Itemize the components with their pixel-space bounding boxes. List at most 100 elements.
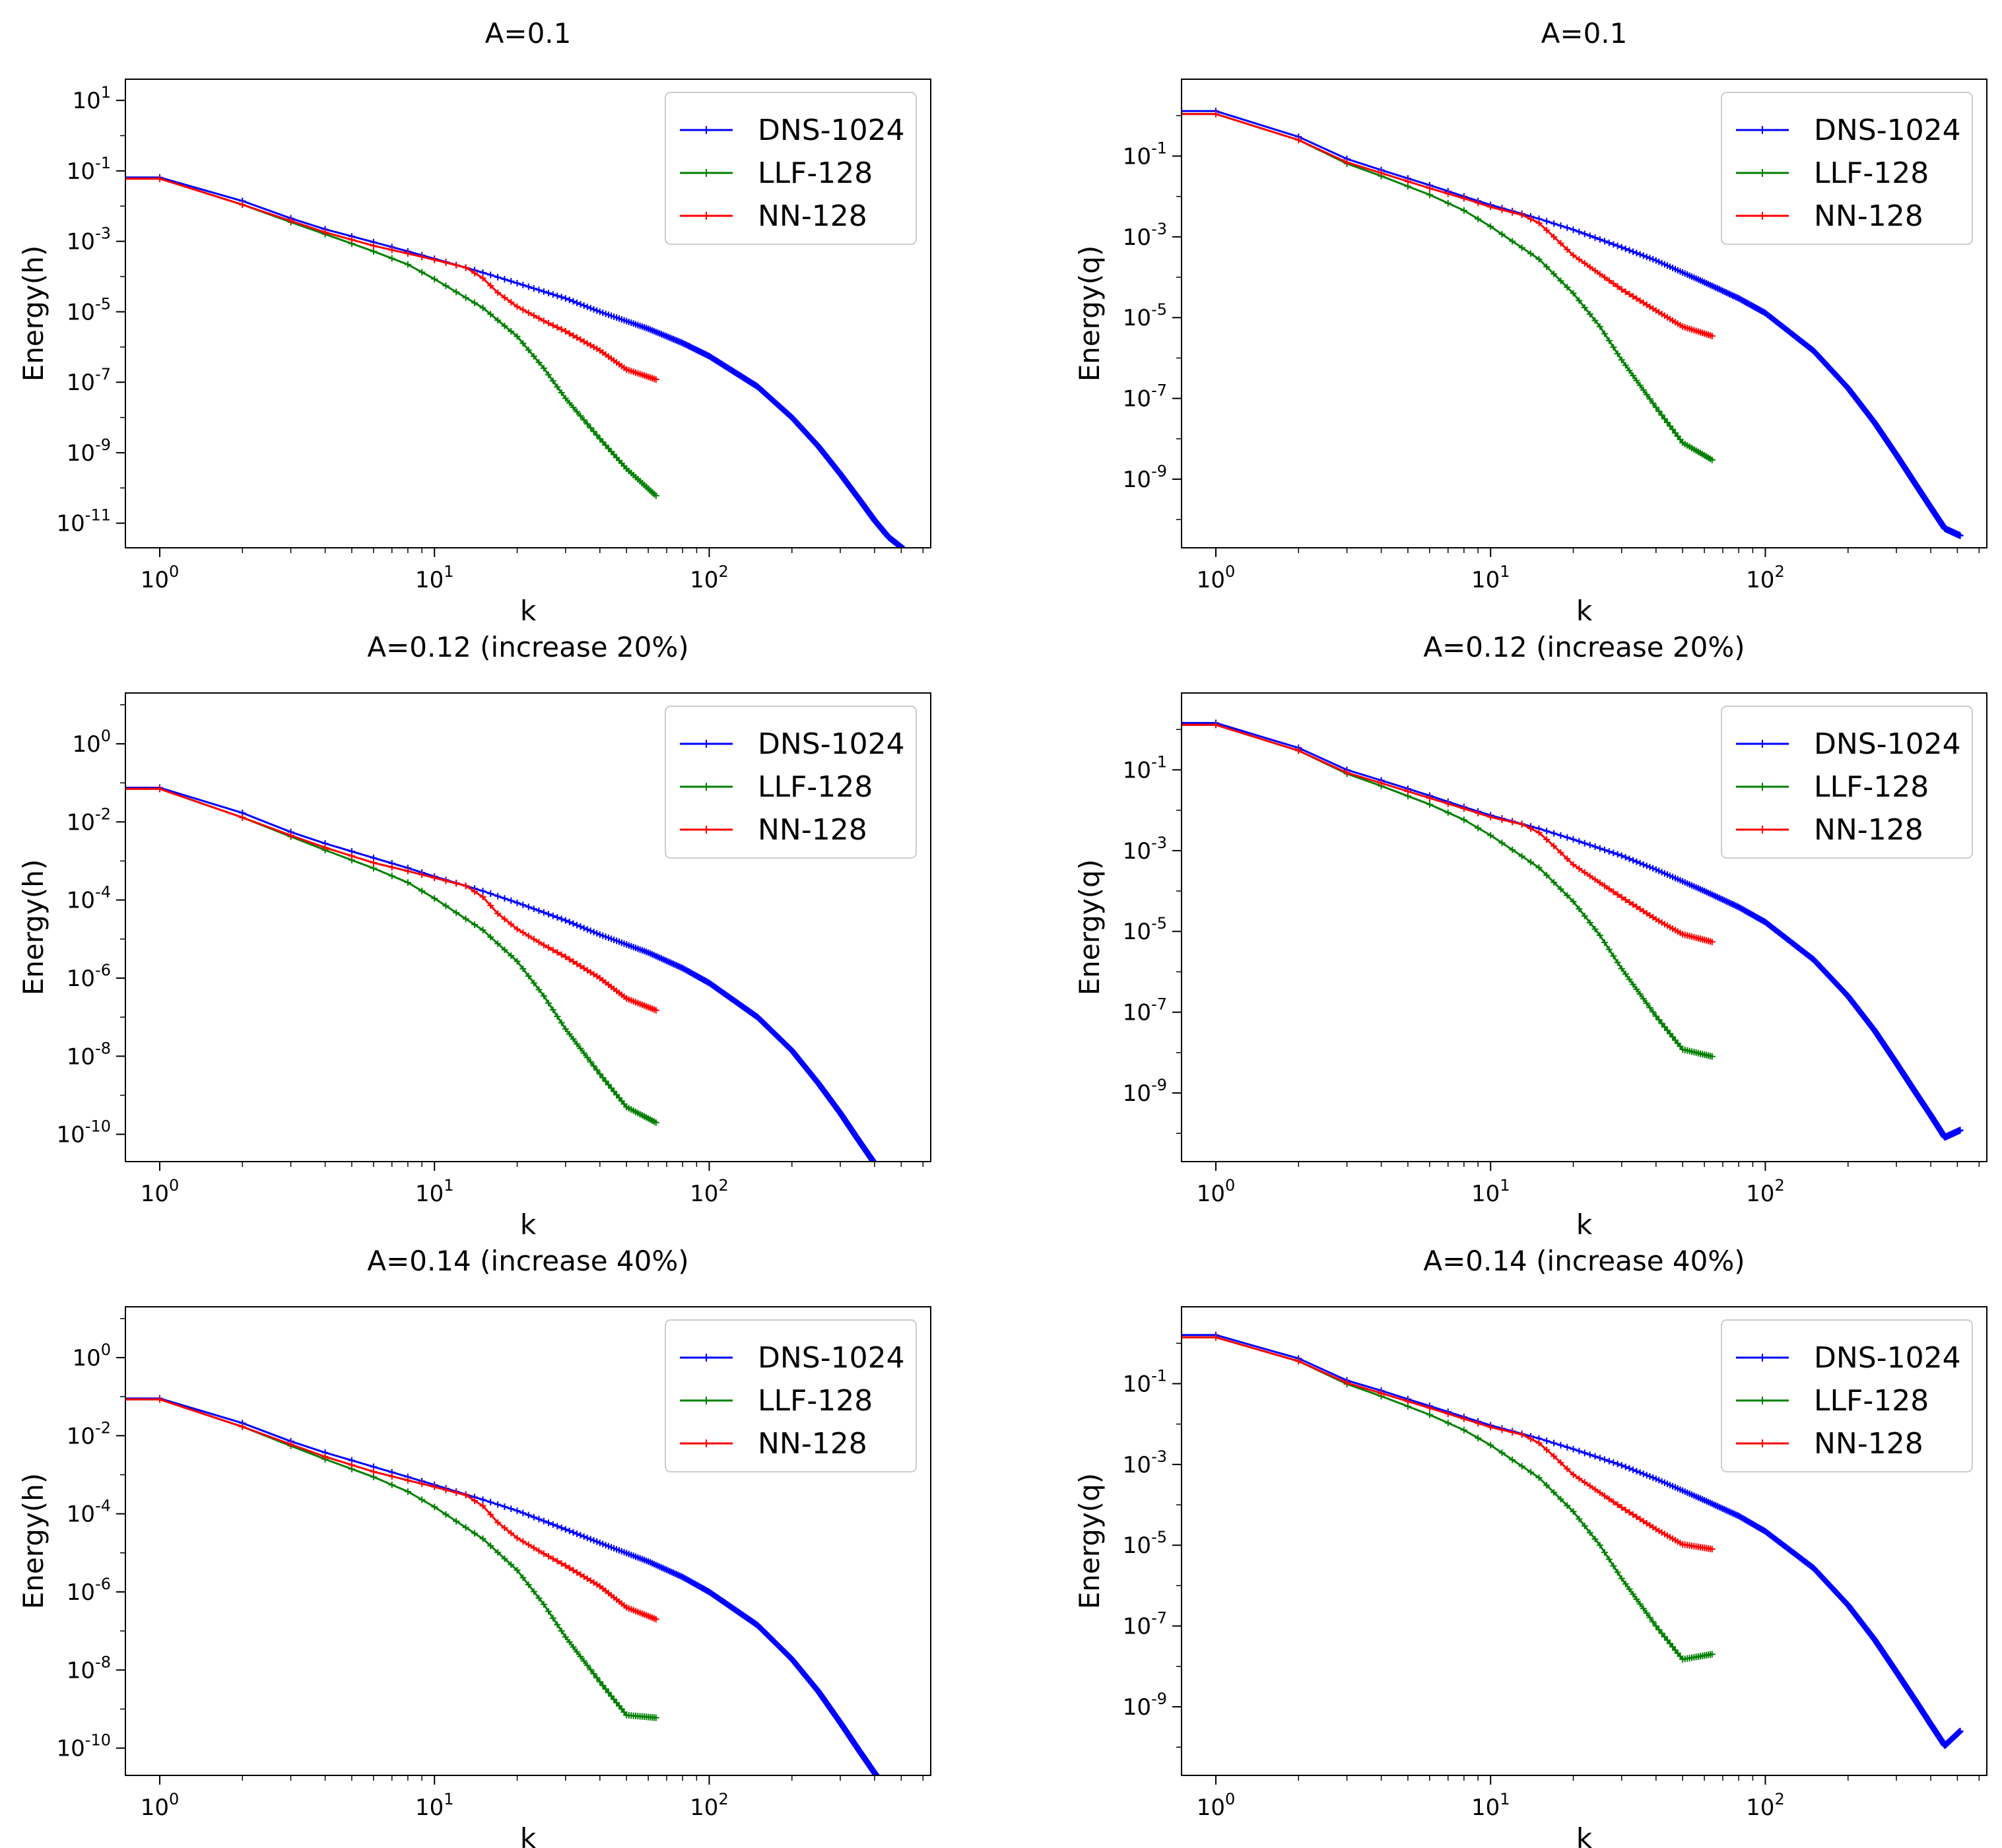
- data-point: [587, 304, 594, 312]
- data-point: [1460, 1415, 1467, 1422]
- y-tick-label: 10-1: [1123, 1366, 1167, 1397]
- data-point: [431, 895, 438, 902]
- data-point: [877, 1168, 884, 1174]
- data-point: [880, 1172, 886, 1178]
- data-point: [554, 1013, 561, 1020]
- data-point: [1557, 886, 1564, 893]
- data-point: [1543, 263, 1551, 271]
- data-point: [1460, 195, 1467, 202]
- y-tick-label: 10-10: [57, 1731, 111, 1762]
- data-point: [1596, 1489, 1603, 1496]
- y-tick-label: 10-3: [1123, 1447, 1167, 1478]
- data-point: [898, 1188, 904, 1195]
- data-point: [549, 321, 556, 329]
- data-point: [540, 288, 547, 295]
- data-point: [1557, 222, 1564, 230]
- data-point: [558, 294, 565, 301]
- data-point: [1527, 825, 1535, 832]
- data-point: [900, 1781, 907, 1787]
- data-point: [1295, 747, 1302, 754]
- data-point: [889, 1181, 896, 1188]
- data-point: [884, 1787, 891, 1793]
- data-point: [418, 1496, 426, 1503]
- data-point: [881, 1173, 888, 1179]
- data-point: [885, 1178, 892, 1185]
- data-point: [545, 944, 552, 951]
- legend: DNS-1024 LLF-128 NN-128: [1721, 706, 1973, 859]
- data-point: [501, 915, 508, 923]
- axes-frame: [1181, 1306, 1987, 1776]
- data-point: [239, 814, 246, 821]
- data-point: [602, 1078, 609, 1085]
- data-point: [494, 317, 502, 324]
- data-point: [896, 1783, 902, 1790]
- legend-label: LLF-128: [1814, 770, 1929, 804]
- data-point: [1618, 1462, 1625, 1469]
- data-point: [554, 1621, 561, 1628]
- data-point: [892, 1785, 898, 1791]
- data-point: [549, 1521, 556, 1528]
- data-point: [876, 1166, 883, 1173]
- series-dns-1024: [125, 784, 906, 1196]
- data-point: [462, 915, 469, 923]
- legend-label: DNS-1024: [758, 1341, 905, 1375]
- data-point: [893, 1784, 900, 1791]
- data-point: [1295, 1358, 1302, 1365]
- data-point: [593, 930, 601, 937]
- data-point: [888, 1180, 894, 1187]
- data-point: [418, 871, 426, 878]
- legend-marker: [1758, 1354, 1766, 1362]
- data-point: [554, 1558, 561, 1565]
- data-point: [876, 1775, 883, 1782]
- data-point: [1404, 1398, 1411, 1405]
- data-point: [570, 920, 577, 927]
- data-point: [570, 1643, 577, 1651]
- plot-area: [1182, 719, 1964, 1141]
- data-point: [431, 874, 438, 882]
- data-point: [321, 844, 329, 851]
- data-point: [1708, 1546, 1716, 1553]
- data-point: [566, 1030, 573, 1038]
- data-point: [652, 1119, 659, 1126]
- data-point: [1576, 906, 1583, 913]
- y-tick-label: 10-9: [1123, 1690, 1167, 1721]
- subplot-title: A=0.12 (increase 20%): [1423, 631, 1745, 663]
- data-point: [1564, 855, 1571, 863]
- x-tick-label: 100: [1197, 562, 1236, 593]
- data-point: [1557, 1459, 1564, 1467]
- data-point: [487, 933, 494, 940]
- legend-label: DNS-1024: [1814, 727, 1961, 761]
- data-point: [404, 879, 411, 886]
- x-tick-label: 102: [690, 562, 729, 593]
- data-point: [877, 1167, 883, 1173]
- data-point: [508, 298, 515, 306]
- data-point: [888, 1786, 895, 1793]
- data-point: [370, 1468, 377, 1475]
- subplot-4: A=0.12 (increase 20%) 100 101 102 10-1 10-3 10…: [1073, 631, 1987, 1241]
- data-point: [549, 1555, 556, 1562]
- data-point: [1664, 1027, 1671, 1034]
- data-point: [501, 1555, 508, 1562]
- data-point: [1601, 330, 1608, 337]
- data-point: [900, 1189, 906, 1196]
- data-point: [1343, 158, 1351, 166]
- y-axis-label: Energy(q): [1073, 246, 1106, 381]
- data-point: [577, 412, 584, 420]
- data-point: [525, 309, 532, 316]
- data-point: [1535, 1474, 1543, 1481]
- data-point: [879, 1170, 885, 1176]
- series-line: [1182, 1336, 1713, 1661]
- legend-label: NN-128: [1814, 1427, 1923, 1461]
- data-point: [1543, 1446, 1551, 1453]
- legend-marker: [702, 1439, 710, 1447]
- subplot-1: A=0.1 100 101 102 101 10-1 10-3 10-5 10-7 10-9 10-…: [17, 17, 931, 627]
- data-point: [885, 1179, 892, 1185]
- data-point: [877, 1777, 884, 1784]
- data-point: [892, 1785, 898, 1791]
- data-point: [893, 1785, 900, 1791]
- data-point: [404, 1488, 411, 1496]
- series-markers: [156, 785, 659, 1014]
- axes-frame: [125, 692, 931, 1162]
- data-point: [545, 289, 552, 296]
- data-point: [1610, 344, 1617, 351]
